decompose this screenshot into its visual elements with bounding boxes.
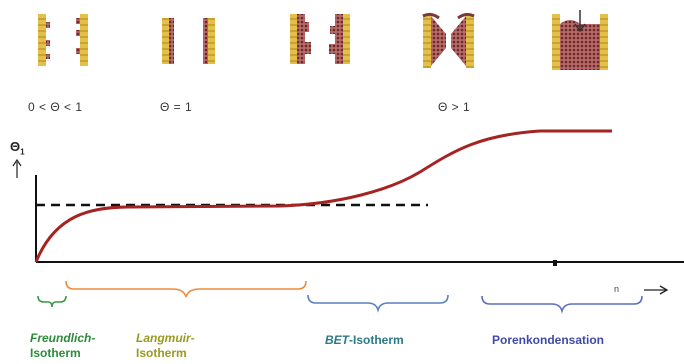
isotherm-curve: [34, 129, 612, 263]
langmuir-label: Langmuir- Isotherm: [136, 331, 195, 361]
bet-label-rest: -Isotherm: [349, 333, 404, 347]
y-axis-label: Θ1: [10, 139, 25, 157]
pore-monolayer-illustration: [162, 18, 215, 64]
pore-condensation-illustration: [552, 10, 608, 70]
x-axis-tick: [553, 260, 557, 266]
freundlich-bracket: [37, 295, 67, 308]
bet-bracket: [307, 294, 449, 313]
theta-partial-label: 0 < Θ < 1: [28, 100, 83, 114]
y-axis-symbol: Θ: [10, 139, 21, 154]
freundlich-label: Freundlich- Isotherm: [30, 331, 95, 361]
pore-condensation-label: Porenkondensation: [492, 333, 605, 347]
freundlich-label-line1: Freundlich-: [30, 331, 96, 345]
x-axis-label: n: [614, 284, 620, 294]
pore-narrowing-illustration: [422, 12, 475, 68]
x-axis-arrow-icon: [644, 285, 669, 295]
langmuir-label-line1: Langmuir-: [136, 331, 195, 345]
pore-multilayer-illustration: [290, 14, 350, 64]
langmuir-bracket: [65, 280, 307, 298]
bet-label: BET-Isotherm: [325, 333, 404, 348]
theta-mono-label: Θ = 1: [160, 100, 193, 114]
y-axis-subscript: 1: [20, 147, 25, 157]
pore-condensation-bracket: [481, 295, 643, 314]
y-axis-arrow-icon: [12, 158, 22, 178]
pore-partial-coverage-illustration: [38, 14, 88, 66]
freundlich-label-line2: Isotherm: [30, 346, 81, 360]
bet-label-italic: BET: [325, 333, 349, 347]
langmuir-label-line2: Isotherm: [136, 346, 187, 360]
theta-multi-label: Θ > 1: [438, 100, 471, 114]
